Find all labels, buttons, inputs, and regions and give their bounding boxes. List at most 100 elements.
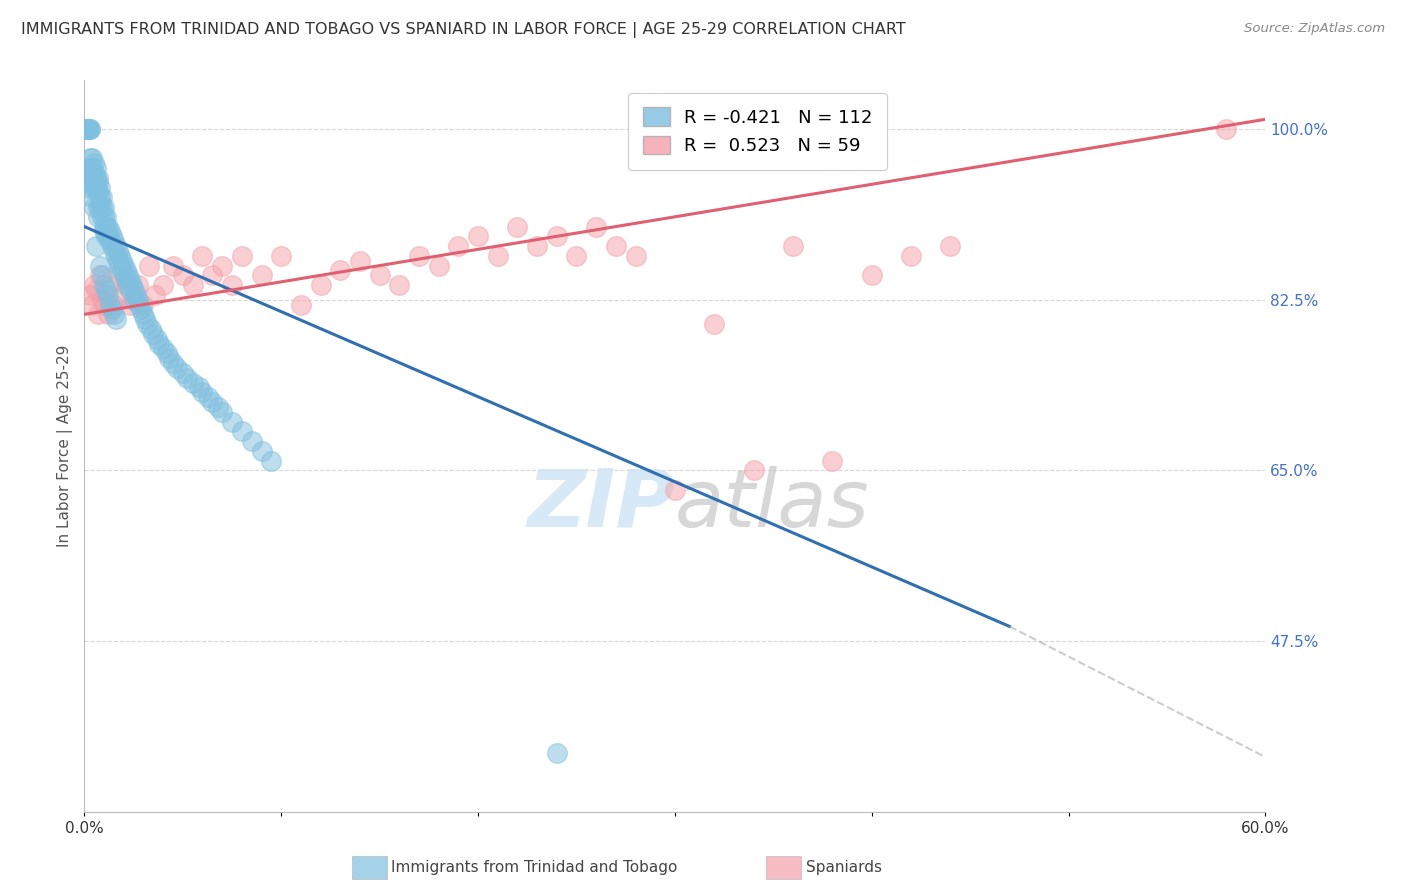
Point (250, 443, 273, 458)
Point (290, 297, 312, 311)
Point (91, 200, 114, 214)
Point (565, 249, 588, 263)
Point (127, 293, 149, 307)
Point (368, 268, 391, 283)
Point (87, 210, 110, 224)
Point (141, 322, 163, 336)
Point (221, 278, 243, 293)
Text: Immigrants from Trinidad and Tobago: Immigrants from Trinidad and Tobago (391, 861, 678, 875)
Point (329, 263, 352, 277)
Point (84, 161, 107, 175)
Y-axis label: In Labor Force | Age 25-29: In Labor Force | Age 25-29 (58, 345, 73, 547)
Point (114, 278, 136, 293)
Point (97, 307, 120, 321)
Point (187, 380, 209, 394)
Point (79, 170, 101, 185)
Legend: R = -0.421   N = 112, R =  0.523   N = 59: R = -0.421 N = 112, R = 0.523 N = 59 (628, 93, 887, 169)
Point (114, 263, 136, 277)
Point (75, 122, 97, 136)
Point (122, 288, 145, 302)
Point (121, 278, 143, 293)
Point (231, 425, 253, 439)
Point (93, 278, 115, 293)
Point (103, 297, 125, 311)
Point (98, 224, 121, 238)
Point (148, 336, 170, 351)
Point (94, 210, 117, 224)
Point (176, 370, 198, 384)
Point (93, 219, 115, 234)
Point (162, 356, 184, 370)
Point (166, 361, 188, 376)
Point (152, 278, 174, 293)
Point (93, 224, 115, 238)
Point (103, 234, 125, 248)
Text: Spaniards: Spaniards (806, 861, 882, 875)
Point (231, 249, 253, 263)
Point (98, 278, 121, 293)
Point (111, 263, 134, 277)
Point (89, 268, 111, 283)
Point (79, 288, 101, 302)
Point (84, 170, 107, 185)
Point (111, 253, 134, 268)
Point (132, 297, 155, 311)
Point (118, 283, 141, 297)
Point (207, 400, 229, 414)
Point (77, 122, 100, 136)
Point (191, 385, 214, 400)
Point (197, 390, 219, 404)
Point (447, 239, 470, 253)
Point (117, 278, 139, 293)
Point (742, 463, 765, 477)
Point (89, 259, 111, 273)
Point (821, 453, 844, 467)
Point (211, 259, 233, 273)
Point (82, 190, 104, 204)
Point (136, 317, 159, 331)
Point (83, 156, 105, 170)
Point (157, 351, 180, 366)
Point (134, 312, 156, 326)
Point (82, 176, 104, 190)
Point (112, 268, 135, 283)
Point (118, 297, 141, 311)
Point (94, 229, 117, 244)
Point (82, 161, 104, 175)
Point (605, 239, 627, 253)
Point (132, 307, 155, 321)
Point (546, 746, 568, 760)
Point (98, 297, 121, 311)
Point (486, 249, 509, 263)
Point (146, 332, 169, 346)
Point (156, 346, 179, 360)
Point (221, 415, 243, 429)
Point (101, 302, 124, 317)
Point (1215, 122, 1237, 136)
Point (93, 210, 115, 224)
Point (94, 283, 117, 297)
Point (87, 170, 110, 185)
Point (79, 122, 101, 136)
Point (83, 278, 105, 293)
Point (117, 268, 139, 283)
Point (191, 249, 214, 263)
Point (240, 434, 263, 449)
Text: Source: ZipAtlas.com: Source: ZipAtlas.com (1244, 22, 1385, 36)
Text: atlas: atlas (675, 466, 870, 543)
Point (98, 234, 121, 248)
Point (94, 219, 117, 234)
Point (79, 151, 101, 165)
Point (82, 151, 104, 165)
Point (585, 219, 607, 234)
Point (138, 259, 160, 273)
Point (111, 288, 134, 302)
Point (270, 249, 292, 263)
Point (77, 122, 100, 136)
Point (172, 268, 194, 283)
Point (104, 312, 127, 326)
Point (101, 239, 124, 253)
Point (152, 342, 174, 356)
Point (84, 239, 107, 253)
Point (94, 288, 117, 302)
